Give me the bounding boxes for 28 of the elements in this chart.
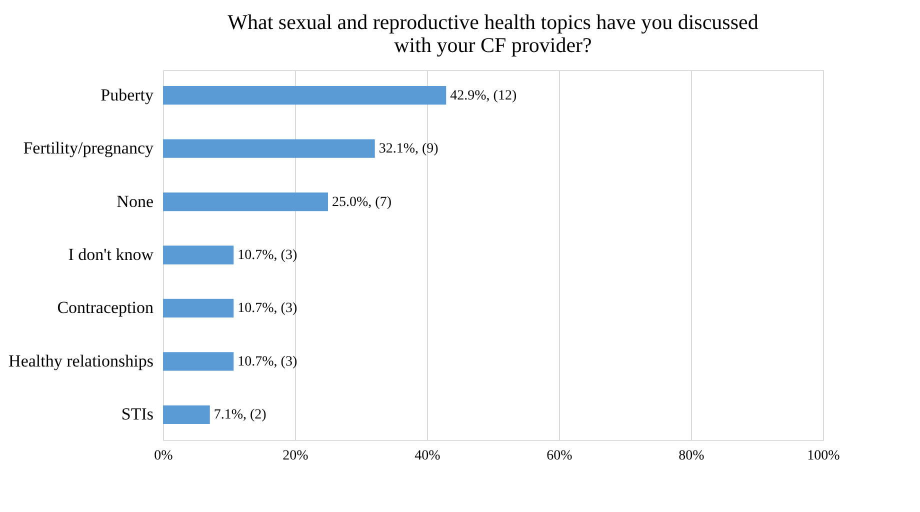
y-tick-label: I don't know [68,245,154,264]
y-tick-label: Fertility/pregnancy [23,138,154,158]
data-label: 32.1%, (9) [378,142,439,157]
data-label: 25.0%, (7) [332,194,392,210]
y-tick-label: STIs [121,404,154,424]
y-tick-label: Healthy relationships [8,351,154,370]
bar [163,298,234,318]
bar [163,352,234,371]
y-tick-label: Puberty [100,85,154,104]
data-label: 10.7%, (3) [238,354,298,370]
bar [163,246,234,264]
data-label: 7.1%, (2) [214,408,267,423]
data-label: 10.7%, (3) [238,248,298,263]
x-tick-label: 20% [282,448,309,464]
x-tick-label: 80% [678,448,705,464]
x-tick-label: 40% [414,448,441,464]
x-tick-label: 0% [154,448,174,464]
y-tick-label: None [116,192,154,211]
x-tick-label: 60% [546,448,573,464]
bar [163,86,446,105]
x-tick-label: 100% [807,448,840,464]
data-label: 42.9%, (12) [450,88,517,104]
chart-title: What sexual and reproductive health topics have you discussed with your CF provider? [228,10,759,57]
bar [163,139,375,158]
data-label: 10.7%, (3) [238,301,298,316]
bar [163,192,328,212]
bar [163,405,210,424]
y-tick-label: Contraception [57,298,154,318]
